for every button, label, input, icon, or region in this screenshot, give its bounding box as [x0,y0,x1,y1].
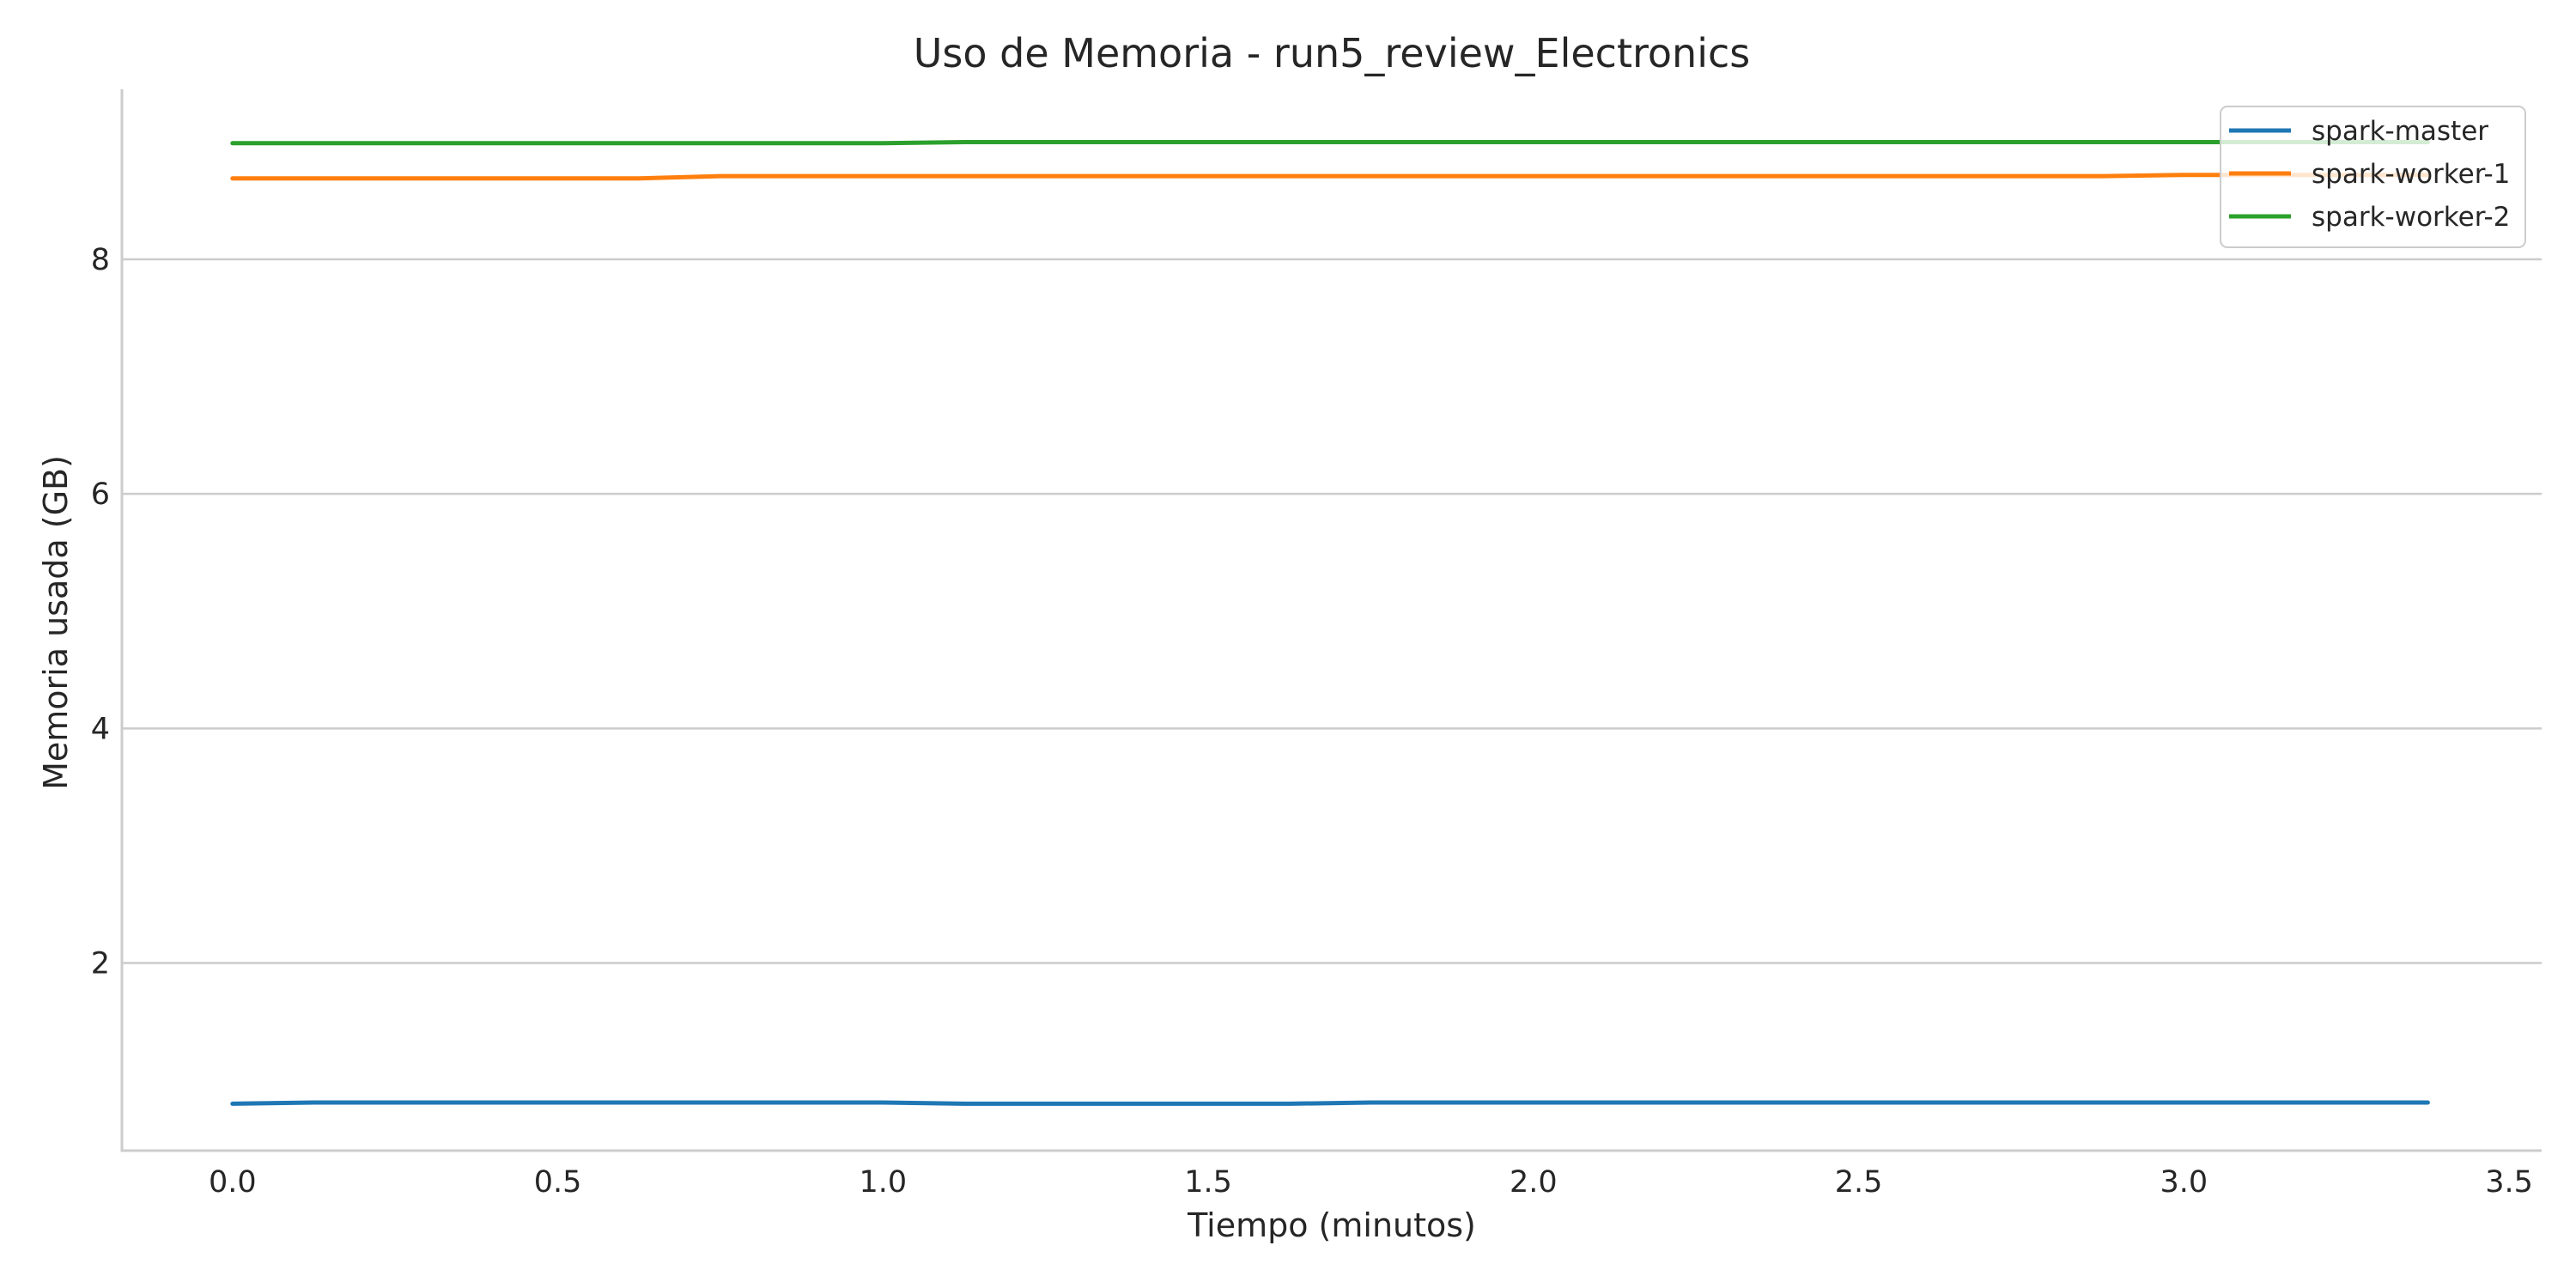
series-line-spark-worker-1 [230,173,2430,181]
legend-label-spark-master: spark-master [2312,116,2488,147]
legend-label-spark-worker-1: spark-worker-1 [2312,159,2510,190]
y-tick-label: 6 [91,477,110,512]
y-tick-label: 2 [91,946,110,981]
x-axis-ticks: 0.0 0.5 1.0 1.5 2.0 2.5 3.0 3.5 [209,1165,2533,1200]
chart-title: Uso de Memoria - run5_review_Electronics [914,30,1751,76]
x-tick-label: 2.0 [1510,1165,1558,1200]
legend-box [2220,106,2526,248]
y-axis-ticks: 2 4 6 8 [91,243,110,981]
grid-lines [122,258,2542,964]
x-tick-label: 1.5 [1184,1165,1232,1200]
x-tick-label: 2.5 [1835,1165,1883,1200]
series-lines [230,140,2430,1106]
y-tick-label: 8 [91,243,110,277]
legend-label-spark-worker-2: spark-worker-2 [2312,202,2510,233]
x-tick-label: 0.0 [209,1165,257,1200]
y-axis-label: Memoria usada (GB) [37,455,75,790]
x-tick-label: 3.0 [2160,1165,2208,1200]
legend: spark-master spark-worker-1 spark-worker-2 [2220,106,2526,248]
axis-spines [120,89,2542,1152]
x-tick-label: 1.0 [859,1165,907,1200]
x-tick-label: 3.5 [2485,1165,2533,1200]
x-axis-label: Tiempo (minutos) [1187,1206,1476,1244]
x-tick-label: 0.5 [534,1165,582,1200]
y-tick-label: 4 [91,712,110,746]
